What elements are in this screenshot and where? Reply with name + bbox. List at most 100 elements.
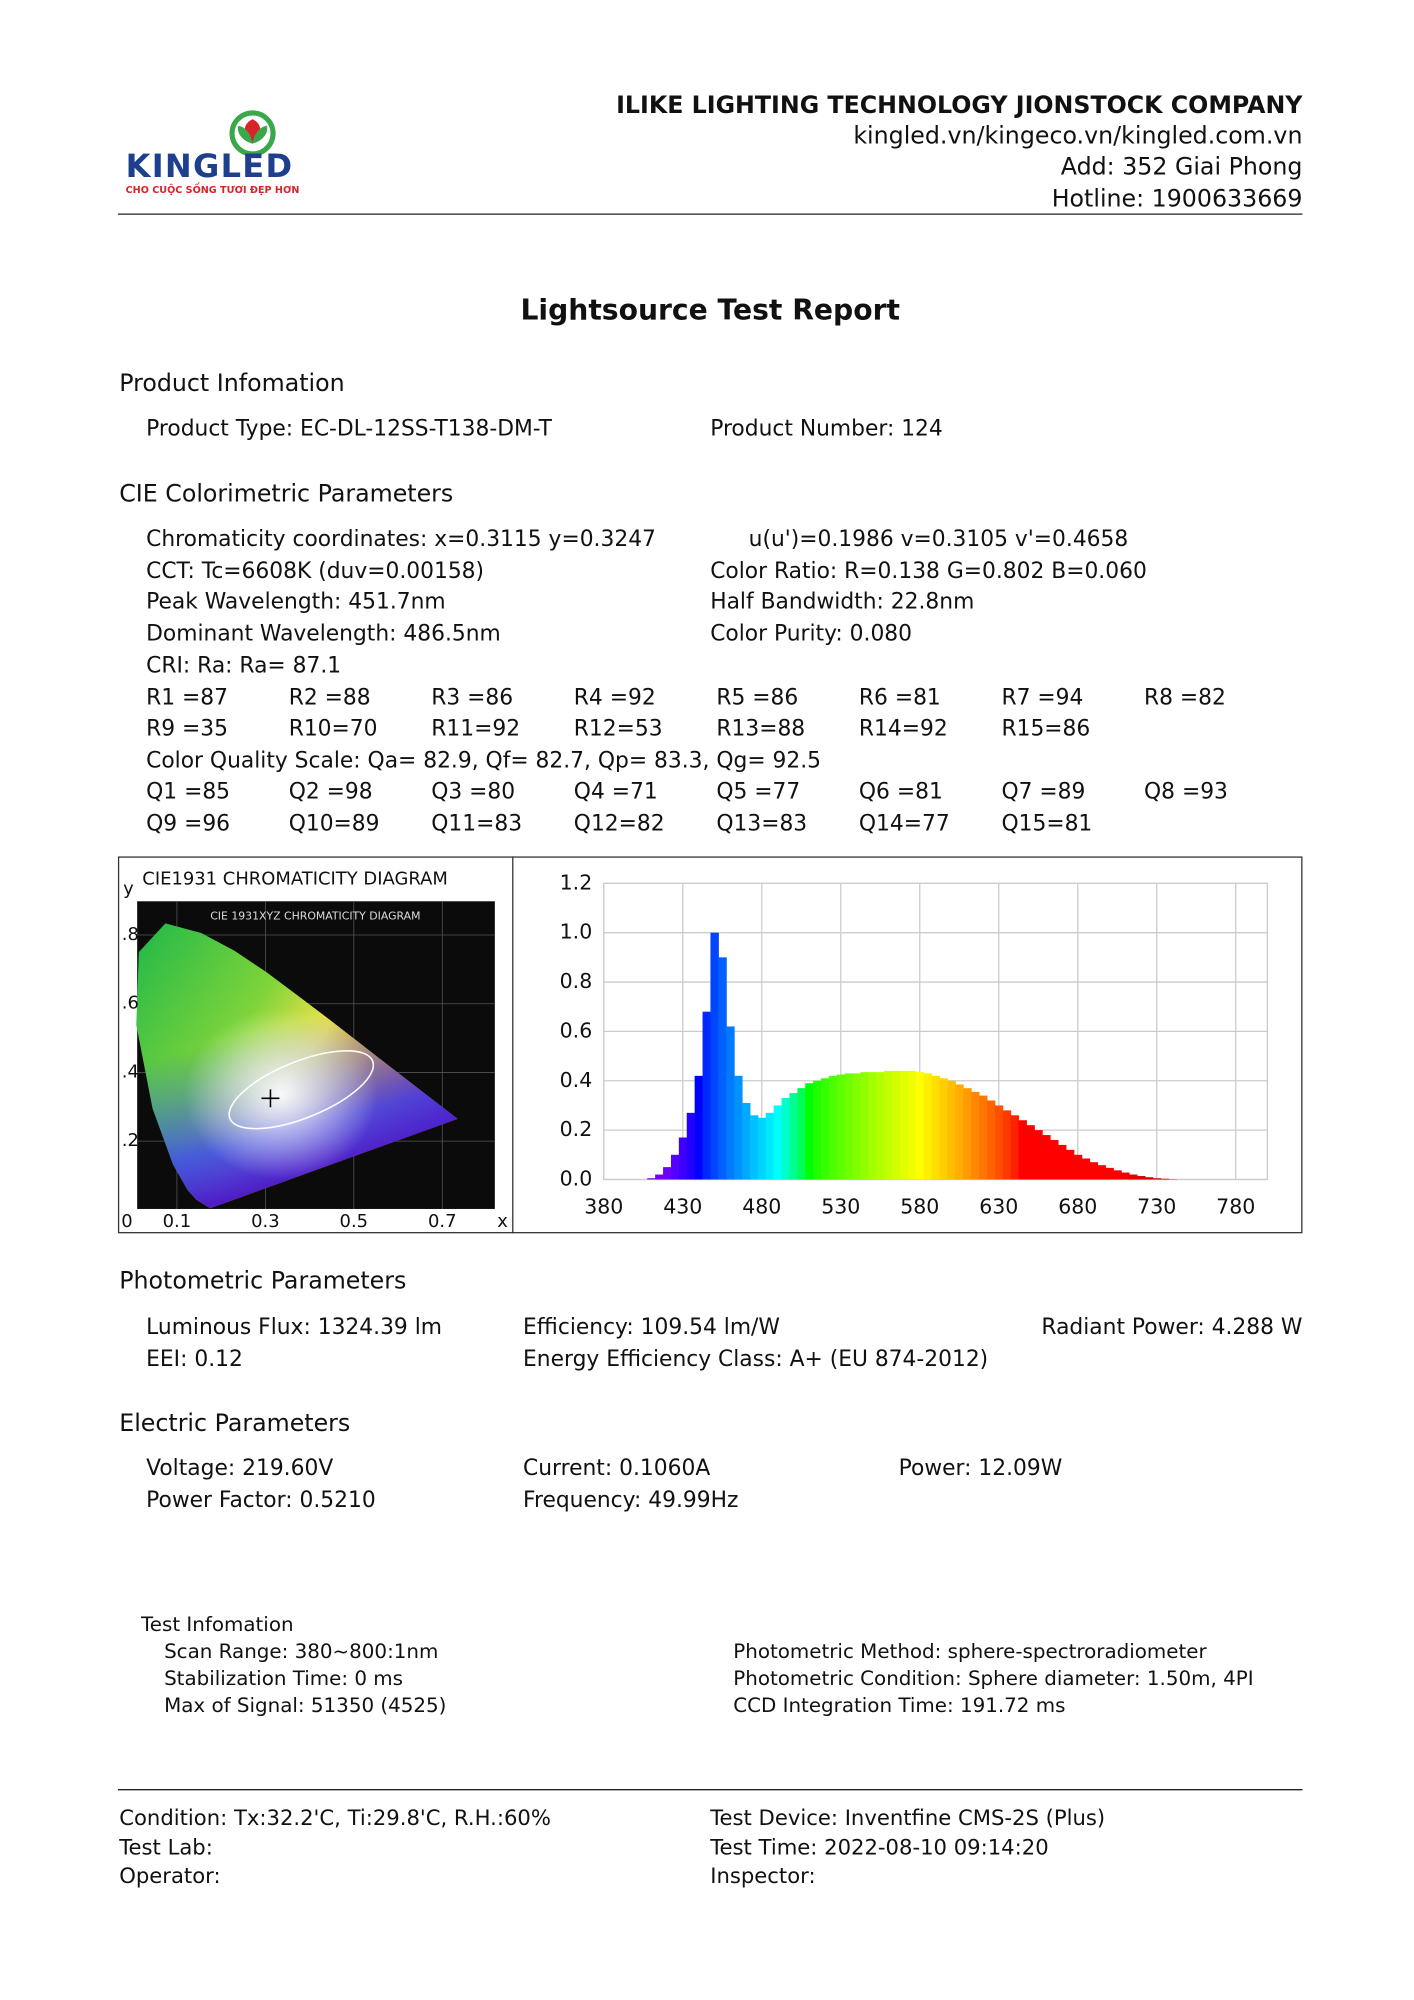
spectrum-bar	[836, 1074, 846, 1180]
x-tick-label: 580	[900, 1195, 939, 1219]
x-tick-label: 380	[584, 1195, 623, 1219]
spectrum-bar	[971, 1091, 980, 1180]
spectrum-bar	[994, 1105, 1004, 1180]
spectrum-bar	[765, 1112, 775, 1180]
spectrum-bar	[931, 1075, 941, 1180]
current: Current: 0.1060A	[523, 1456, 710, 1481]
luminous-flux: Luminous Flux: 1324.39 lm	[146, 1315, 442, 1340]
logo-name: KINGLED	[126, 147, 294, 185]
r-value: R8 =82	[1144, 686, 1226, 711]
logo-tagline: CHO CUỘC SỐNG TƯƠI ĐẸP HƠN	[126, 181, 300, 196]
x-tick-label: 630	[979, 1195, 1018, 1219]
product-number: Product Number: 124	[710, 417, 943, 442]
spectrum-bar	[1010, 1115, 1020, 1180]
website: kingled.vn/kingeco.vn/kingled.com.vn	[853, 122, 1302, 150]
operator: Operator:	[119, 1863, 220, 1888]
r-value: R11=92	[431, 717, 520, 742]
spectrum-bar	[734, 1075, 743, 1180]
r-value: R15=86	[1001, 717, 1090, 742]
spectrum-bar	[702, 1011, 711, 1180]
planckian-ellipse	[228, 1050, 375, 1130]
spectrum-bar	[726, 1026, 735, 1180]
spectrum-bar	[1050, 1139, 1059, 1180]
spectrum-bar	[821, 1078, 830, 1180]
q-value: Q2 =98	[289, 779, 373, 804]
x-tick-label: 530	[821, 1195, 860, 1219]
spectrum-bar	[1073, 1154, 1083, 1180]
y-tick-label: 0.6	[560, 1018, 593, 1042]
peak-wavelength: Peak Wavelength: 451.7nm	[146, 590, 446, 615]
spectrum-bar	[860, 1072, 869, 1180]
spectrum-bar	[892, 1070, 901, 1180]
spectrum-bar	[1065, 1149, 1075, 1180]
spectrum-bar	[986, 1100, 996, 1180]
r-value: R6 =81	[859, 686, 941, 711]
y-tick-label: 0.4	[560, 1068, 593, 1092]
spectrum-bar	[1058, 1144, 1067, 1180]
r-value: R2 =88	[289, 686, 371, 711]
power-factor: Power Factor: 0.5210	[146, 1488, 376, 1513]
spectrum-bar	[947, 1080, 956, 1180]
section-heading: Product Infomation	[119, 369, 344, 397]
q-value: Q5 =77	[716, 779, 800, 804]
spectrum-bar	[939, 1078, 948, 1180]
inspector: Inspector:	[710, 1863, 815, 1888]
report-title: Lightsource Test Report	[520, 294, 900, 327]
r-value: R12=53	[574, 717, 663, 742]
r-value: R7 =94	[1001, 686, 1083, 711]
spectrum-bar	[710, 932, 719, 1180]
section-heading: Electric Parameters	[119, 1409, 350, 1437]
spectrum-bar	[694, 1075, 704, 1180]
energy-class: Energy Efficiency Class: A+ (EU 874-2012…	[523, 1347, 988, 1372]
spectrum-bar	[852, 1073, 862, 1180]
test-info-heading: Test Infomation	[140, 1613, 294, 1636]
color-purity: Color Purity: 0.080	[710, 622, 912, 647]
chromaticity: Chromaticity coordinates: x=0.3115 y=0.3…	[146, 527, 656, 552]
chromaticity-point	[261, 1089, 280, 1108]
x-tick-label: 480	[742, 1195, 781, 1219]
spectrum-bar	[1002, 1110, 1012, 1180]
cri: CRI: Ra: Ra= 87.1	[146, 654, 341, 679]
r-value: R9 =35	[146, 717, 228, 742]
spectrum-bar	[749, 1115, 759, 1180]
spectrum-bar	[900, 1070, 909, 1180]
spectrum-bar	[1042, 1135, 1051, 1180]
q-value: Q12=82	[574, 811, 665, 836]
x-tick-label: 0.1	[163, 1211, 192, 1232]
half-bandwidth: Half Bandwidth: 22.8nm	[710, 590, 974, 615]
company-name: ILIKE LIGHTING TECHNOLOGY JIONSTOCK COMP…	[616, 91, 1303, 119]
spectrum-bar	[1129, 1174, 1138, 1180]
chart-title: CIE1931 CHROMATICITY DIAGRAM	[142, 868, 448, 889]
spectrum-bar	[1121, 1172, 1130, 1180]
spectrum-bar	[789, 1093, 798, 1180]
spectrum-bar	[1089, 1162, 1099, 1180]
spectrum-bar	[1081, 1158, 1091, 1180]
spectrum-bar	[876, 1072, 885, 1180]
spectrum-bar	[923, 1073, 933, 1180]
spectrum-bar	[718, 957, 727, 1180]
q-value: Q11=83	[431, 811, 522, 836]
spectrum-bar	[1113, 1170, 1122, 1180]
r-value: R10=70	[289, 717, 378, 742]
y-tick-label: .4	[122, 1061, 139, 1082]
image-title: CIE 1931XYZ CHROMATICITY DIAGRAM	[210, 910, 420, 923]
x-tick-label: 0.7	[428, 1211, 457, 1232]
scan-range: Scan Range: 380~800:1nm	[164, 1640, 438, 1663]
power: Power: 12.09W	[899, 1456, 1063, 1481]
max-signal: Max of Signal: 51350 (4525)	[164, 1694, 446, 1717]
y-tick-label: .8	[122, 924, 139, 945]
stabilization-time: Stabilization Time: 0 ms	[164, 1667, 403, 1690]
eei: EEI: 0.12	[146, 1347, 243, 1372]
spectrum-bar	[670, 1154, 680, 1180]
y-tick-label: .6	[122, 993, 139, 1014]
spectrum-bar	[655, 1174, 664, 1180]
radiant-power: Radiant Power: 4.288 W	[1041, 1315, 1302, 1340]
spectrum-bar	[1097, 1165, 1106, 1180]
spectrum-bar	[828, 1075, 838, 1180]
q-value: Q14=77	[859, 811, 950, 836]
spectrum-bar	[907, 1070, 917, 1180]
y-tick-label: 0.0	[560, 1166, 593, 1190]
x-tick-label: 430	[663, 1195, 702, 1219]
product-type: Product Type: EC-DL-12SS-T138-DM-T	[146, 417, 553, 442]
